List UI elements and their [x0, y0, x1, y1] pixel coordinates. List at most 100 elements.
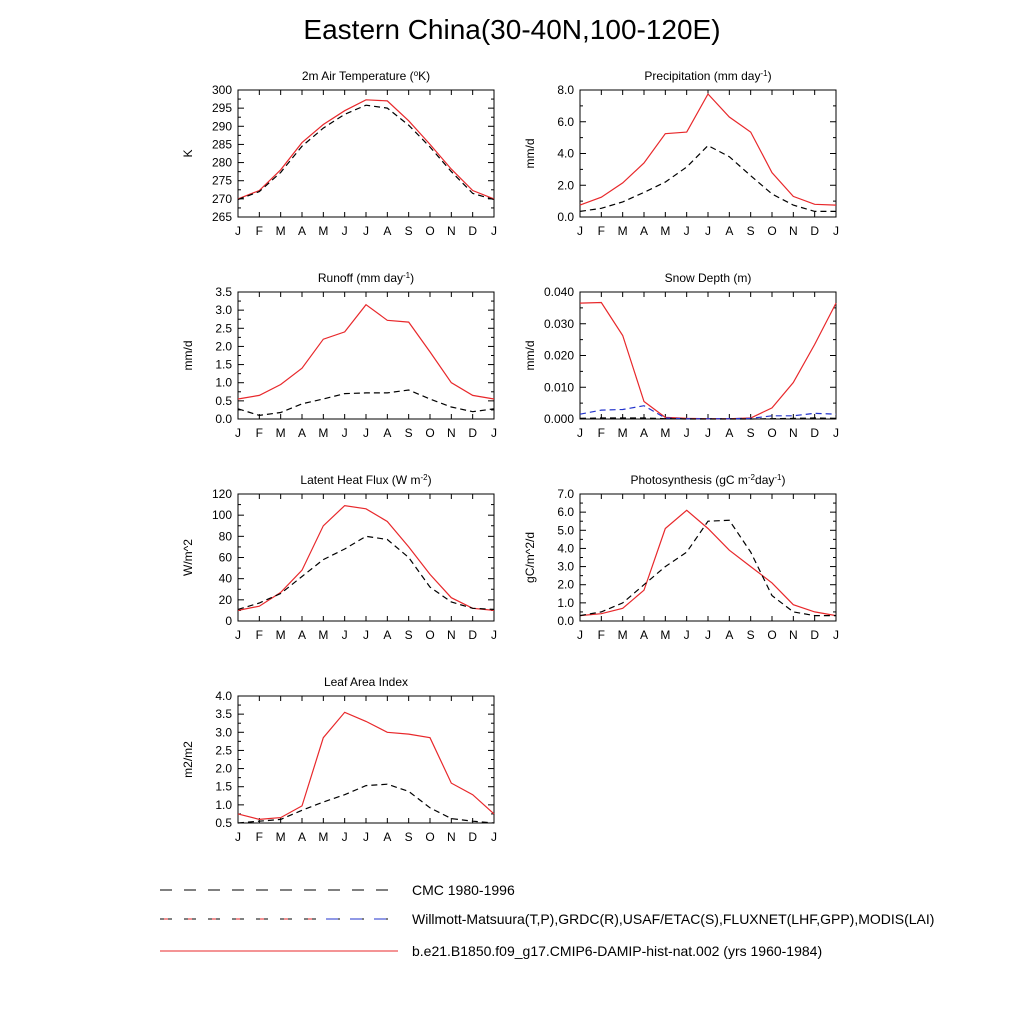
x-tick-label: S [747, 426, 755, 440]
legend-label-obs: Willmott-Matsuura(T,P),GRDC(R),USAF/ETAC… [412, 911, 934, 927]
x-tick-label: A [725, 224, 733, 238]
x-tick-label: O [425, 628, 434, 642]
x-tick-label: J [491, 224, 497, 238]
x-tick-label: J [491, 426, 497, 440]
plot-frame [237, 695, 495, 824]
y-axis-label: gC/m^2/d [523, 532, 537, 583]
x-tick-label: S [747, 628, 755, 642]
y-tick-label: 265 [212, 210, 232, 224]
panel-title: Leaf Area Index [324, 675, 408, 689]
x-tick-label: M [618, 628, 628, 642]
chart-precipitation-mm-day-1: J F M A M J J A S O N D J0.02.04.06.08.0Precipitatio… [523, 69, 839, 239]
series-line-model [237, 303, 495, 400]
x-tick-label: O [425, 224, 434, 238]
x-tick-label: N [447, 628, 456, 642]
x-tick-label: M [660, 426, 670, 440]
x-tick-label: M [318, 224, 328, 238]
y-tick-label: 1.0 [557, 596, 574, 610]
series-line-obs [237, 535, 495, 610]
x-tick-label: J [705, 628, 711, 642]
x-tick-label: M [318, 628, 328, 642]
series-line-model [237, 99, 495, 200]
x-tick-label: M [318, 426, 328, 440]
x-tick-label: F [256, 224, 263, 238]
x-tick-label: M [660, 628, 670, 642]
x-tick-label: D [468, 628, 477, 642]
x-tick-label: F [256, 426, 263, 440]
x-tick-label: M [318, 830, 328, 844]
x-tick-label: J [363, 426, 369, 440]
x-tick-label: S [405, 628, 413, 642]
y-tick-label: 60 [219, 551, 233, 565]
panel-title: Runoff (mm day-1) [318, 271, 414, 286]
y-tick-label: 5.0 [557, 523, 574, 537]
x-tick-label: J [491, 628, 497, 642]
x-tick-label: A [383, 224, 391, 238]
x-tick-label: J [342, 628, 348, 642]
y-tick-label: 0.0 [215, 412, 232, 426]
x-tick-label: J [491, 830, 497, 844]
x-tick-label: A [640, 628, 648, 642]
plot-frame [237, 89, 495, 218]
series-line-model [579, 301, 837, 420]
x-tick-label: M [276, 830, 286, 844]
plot-frame [237, 291, 495, 420]
panel-title: Photosynthesis (gC m-2day-1) [631, 473, 786, 488]
y-tick-label: 270 [212, 192, 232, 206]
y-tick-label: 280 [212, 156, 232, 170]
plot-frame [579, 493, 837, 622]
x-tick-label: O [425, 426, 434, 440]
x-tick-label: N [789, 426, 798, 440]
y-tick-label: 0.0 [557, 614, 574, 628]
y-tick-label: 0.020 [544, 349, 574, 363]
legend-label-cmc: CMC 1980-1996 [412, 882, 515, 898]
x-tick-label: J [235, 628, 241, 642]
y-tick-label: 0 [225, 614, 232, 628]
x-tick-label: M [618, 224, 628, 238]
y-tick-label: 2.5 [215, 321, 232, 335]
x-tick-label: J [577, 426, 583, 440]
x-tick-label: J [705, 224, 711, 238]
chart-snow-depth-m: J F M A M J J A S O N D J0.0000.0100.0200.0300.040Sn… [523, 271, 839, 440]
x-tick-label: D [810, 628, 819, 642]
x-tick-label: J [363, 628, 369, 642]
x-tick-label: F [256, 628, 263, 642]
series-line-obs [579, 519, 836, 617]
x-tick-label: O [425, 830, 434, 844]
y-tick-label: 0.040 [544, 285, 574, 299]
y-tick-label: 3.5 [215, 707, 232, 721]
y-tick-label: 0.0 [557, 210, 574, 224]
x-tick-label: N [789, 224, 798, 238]
y-tick-label: 275 [212, 174, 232, 188]
x-tick-label: A [640, 426, 648, 440]
x-tick-label: M [276, 426, 286, 440]
x-tick-label: J [577, 224, 583, 238]
x-tick-label: S [405, 830, 413, 844]
y-tick-label: 6.0 [557, 115, 574, 129]
y-tick-label: 1.0 [215, 376, 232, 390]
series-line-model [579, 92, 837, 206]
x-tick-label: J [363, 224, 369, 238]
series-line-obs [237, 389, 495, 417]
y-tick-label: 2.0 [557, 578, 574, 592]
series-line-model [237, 711, 495, 821]
legend-item-cmc: CMC 1980-1996 [160, 882, 515, 898]
y-tick-label: 100 [212, 508, 232, 522]
chart-2m-air-temperature-k: J F M A M J J A S O N D J2652702752802852902953002m … [181, 69, 497, 239]
y-tick-label: 0.030 [544, 317, 574, 331]
x-tick-label: J [705, 426, 711, 440]
x-tick-label: J [342, 426, 348, 440]
series-line-obs [237, 104, 495, 201]
y-axis-label: W/m^2 [181, 539, 195, 576]
x-tick-label: D [810, 224, 819, 238]
y-tick-label: 3.0 [557, 560, 574, 574]
x-tick-label: A [725, 426, 733, 440]
y-tick-label: 300 [212, 83, 232, 97]
y-tick-label: 1.5 [215, 780, 232, 794]
y-tick-label: 4.0 [215, 689, 232, 703]
y-axis-label: mm/d [181, 341, 195, 371]
series-line-model [237, 504, 495, 611]
x-tick-label: J [833, 426, 839, 440]
y-tick-label: 0.5 [215, 816, 232, 830]
